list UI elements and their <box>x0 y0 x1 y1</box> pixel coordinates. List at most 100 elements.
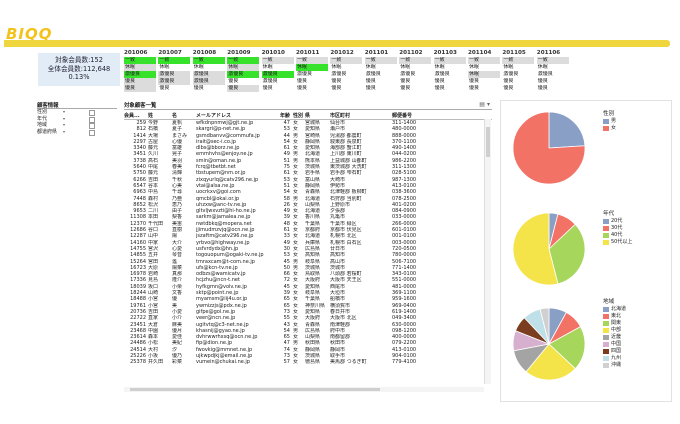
pie-slice[interactable] <box>525 343 576 381</box>
segment-cell[interactable]: 優良 <box>536 85 569 92</box>
segment-cell[interactable]: 一致 <box>192 57 225 64</box>
legend-item[interactable]: 中国 <box>603 341 626 348</box>
table-row[interactable]: 5640 中尾 春美 fcrq@tbetbt.net 75 女茨城県 東茨城郡 大洗町 311… <box>124 164 492 170</box>
segment-cell[interactable]: 激優良 <box>296 71 328 78</box>
horizontal-scrollbar[interactable] <box>124 387 484 392</box>
segment-cell[interactable]: 激優良 <box>158 78 191 85</box>
column-header[interactable]: 会員... <box>124 113 140 119</box>
filter-checkbox[interactable] <box>89 123 95 129</box>
filter-checkbox[interactable] <box>89 129 95 136</box>
segment-cell[interactable]: 激優良 <box>192 78 225 85</box>
table-row[interactable]: 18039 坂口 小栗 hyfkgmn@volv.ne.jp 45 女愛知県 西尾市 481-… <box>124 284 492 290</box>
segment-cell[interactable]: 休眠 <box>158 64 191 71</box>
segment-cell[interactable]: 一致 <box>227 57 260 64</box>
pie-slice[interactable] <box>512 111 586 185</box>
table-menu-icon[interactable]: ▤ ▾ <box>479 101 490 108</box>
segment-cell[interactable]: 休眠 <box>364 64 397 71</box>
segment-cell[interactable]: 一致 <box>330 57 363 64</box>
segment-cell[interactable]: 優良 <box>399 78 432 85</box>
table-row[interactable]: 20736 吉田 小愛 gifpe@gol.ne.jp 73 女愛知県 春日井市 619-14… <box>124 309 492 315</box>
period-column[interactable]: 201009 一致 休眠 激優良 優良 優良 <box>227 50 260 95</box>
segment-cell[interactable]: 優良 <box>330 78 363 85</box>
filter-checkbox[interactable] <box>89 110 95 116</box>
segment-cell[interactable]: 優良 <box>433 78 466 85</box>
segment-cell[interactable]: 休眠 <box>192 64 225 71</box>
segment-cell[interactable]: 激優良 <box>330 71 363 78</box>
column-header[interactable]: 姓 <box>148 113 154 119</box>
segment-cell[interactable]: 一致 <box>296 57 328 64</box>
legend-item[interactable]: 北海道 <box>603 306 626 313</box>
table-row[interactable]: 6963 中島 千尋 uocrkxv@goi.com 54 女青森県 北津軽郡 板柳町 038… <box>124 189 492 195</box>
segment-cell[interactable]: 激優良 <box>502 71 535 78</box>
legend-item[interactable]: 近畿 <box>603 334 626 341</box>
period-column[interactable]: 201010 一致 休眠 激優良 激優良 優良 <box>261 50 294 95</box>
table-row[interactable]: 23451 大倉 麻美 ugitvtq@c3-net.ne.jp 43 女青森県 南津軽郡 6… <box>124 322 492 328</box>
pie-slice[interactable] <box>548 223 586 285</box>
segment-cell[interactable]: 休眠 <box>502 64 535 71</box>
segment-cell[interactable]: 激優良 <box>364 71 397 78</box>
table-row[interactable]: 22722 直家 小介 veer@ncn.ne.jp 55 女大阪府 大阪市 北区 049-3… <box>124 315 492 321</box>
segment-cell[interactable]: 休眠 <box>468 64 500 71</box>
filter-row[interactable]: 年代 ▾ <box>37 116 117 123</box>
period-column[interactable]: 201102 一致 休眠 激優良 優良 優良 <box>399 50 432 95</box>
table-row[interactable]: 24486 小松 美紀 fip@dion.ne.jp 47 男秋田県 秋田市 079-2200 <box>124 340 492 346</box>
table-row[interactable]: 18244 山崎 文香 sktp@point.ne.jp 39 女岐阜県 大垣市 369-11… <box>124 290 492 296</box>
segment-cell[interactable]: 休眠 <box>433 64 466 71</box>
segment-cell[interactable]: 一致 <box>399 57 432 64</box>
segment-cell[interactable]: 一致 <box>364 57 397 64</box>
pie-slice[interactable] <box>512 212 559 286</box>
segment-cell[interactable]: 優良 <box>124 78 156 85</box>
period-column[interactable]: 201101 一致 休眠 激優良 優良 優良 <box>364 50 397 95</box>
segment-cell[interactable]: 激優良 <box>433 71 466 78</box>
segment-cell[interactable]: 優良 <box>399 85 432 92</box>
column-header[interactable]: 性別 <box>293 113 304 119</box>
pie-slice[interactable] <box>548 326 586 370</box>
column-header[interactable]: 名 <box>172 113 178 119</box>
segment-cell[interactable]: 一致 <box>124 57 156 64</box>
filter-checkbox[interactable] <box>89 116 95 123</box>
table-row[interactable]: 25378 井久田 彩菜 vumein@chukai.ne.jp 57 女徳島県 美馬郡 つ… <box>124 359 492 365</box>
dropdown-icon[interactable]: ▾ <box>63 122 66 127</box>
period-column[interactable]: 201012 一致 休眠 激優良 優良 優良 <box>330 50 363 95</box>
segment-cell[interactable]: 優良 <box>227 85 260 92</box>
period-column[interactable]: 201007 一致 休眠 激優良 激優良 優良 <box>158 50 191 95</box>
legend-item[interactable]: 40代 <box>603 232 632 239</box>
table-row[interactable]: 12686 谷口 直樹 jjimudmzvjq@ocn.ne.jp 61 女京都府 京都市 … <box>124 227 492 233</box>
table-row[interactable]: 19761 小宮 美 ywmizzjs@pdx.ne.jp 65 女神奈川県 横須賀市 969… <box>124 303 492 309</box>
legend-item[interactable]: 沖縄 <box>603 362 626 369</box>
table-row[interactable]: 259 今野 夏帆 wfkdnpnmwj@gjt.ne.jp 47 女宮城県 仙台市 311-… <box>124 120 492 126</box>
filter-row[interactable]: 性別 ▾ <box>37 109 117 116</box>
legend-item[interactable]: 四国 <box>603 348 626 355</box>
segment-cell[interactable]: 一致 <box>468 57 500 64</box>
table-row[interactable]: 23614 森本 愛佳 dvhrwwrhxsq@ocn.ne.jp 65 女山梨県 南都留郡… <box>124 334 492 340</box>
table-row[interactable]: 812 石橋 夏子 skargri@p-net.ne.jp 53 女愛知県 瀬戸市 480-0… <box>124 126 492 132</box>
segment-cell[interactable]: 優良 <box>124 85 156 92</box>
segment-cell[interactable]: 優良 <box>468 78 500 85</box>
period-column[interactable]: 201006 一致 休眠 激優良 優良 優良 <box>124 50 156 95</box>
table-row[interactable]: 18488 小宮 優 myamsm@iij4u.or.jp 65 女千葉県 船橋市 959-1… <box>124 296 492 302</box>
table-row[interactable]: 17336 見島 隆介 hcjzhu@ncn-t.net 72 女大阪府 大阪市 天王区 55… <box>124 277 492 283</box>
segment-cell[interactable]: 休眠 <box>536 64 569 71</box>
table-row[interactable]: 14755 宮沢 心愛 usfvrdydx@hn.jp 30 女広島県 廿日市 720-050… <box>124 246 492 252</box>
segment-cell[interactable]: 休眠 <box>296 64 328 71</box>
table-row[interactable]: 15264 宮田 遙 tmraxcam@t-com.ne.jp 45 男岐阜県 高山市 506… <box>124 259 492 265</box>
segment-cell[interactable]: 優良 <box>364 78 397 85</box>
legend-item[interactable]: 中部 <box>603 327 626 334</box>
period-column[interactable]: 201008 一致 休眠 激優良 激優良 優良 <box>192 50 225 95</box>
segment-cell[interactable]: 一致 <box>261 57 294 64</box>
table-row[interactable]: 14855 五井 琴音 togouopum@ogaki-tv.ne.jp 53 女高知県 高… <box>124 252 492 258</box>
column-header[interactable]: 市区町村 <box>330 113 351 119</box>
filter-row[interactable]: 地域 ▾ <box>37 122 117 129</box>
table-row[interactable]: 7448 森村 乃亜 qmcbl@okai.or.jp 58 男北海道 石狩郡 当別町 078… <box>124 196 492 202</box>
segment-cell[interactable]: 激優良 <box>158 71 191 78</box>
segment-cell[interactable]: 優良 <box>502 78 535 85</box>
segment-cell[interactable]: 休眠 <box>468 71 500 78</box>
table-row[interactable]: 5750 藤元 清輝 tbstupem@nm.or.jp 61 女岩手県 岩手郡 雫石町 02… <box>124 170 492 176</box>
segment-cell[interactable]: 激優良 <box>261 71 294 78</box>
segment-cell[interactable]: 一致 <box>502 57 535 64</box>
table-row[interactable]: 3451 久川 晃子 emmhvhs@enjoy.ne.jp 49 男北海道 上川郡 東川町… <box>124 151 492 157</box>
segment-cell[interactable]: 一致 <box>433 57 466 64</box>
segment-cell[interactable]: 優良 <box>364 85 397 92</box>
segment-cell[interactable]: 激優良 <box>192 71 225 78</box>
legend-item[interactable]: 九州 <box>603 355 626 362</box>
